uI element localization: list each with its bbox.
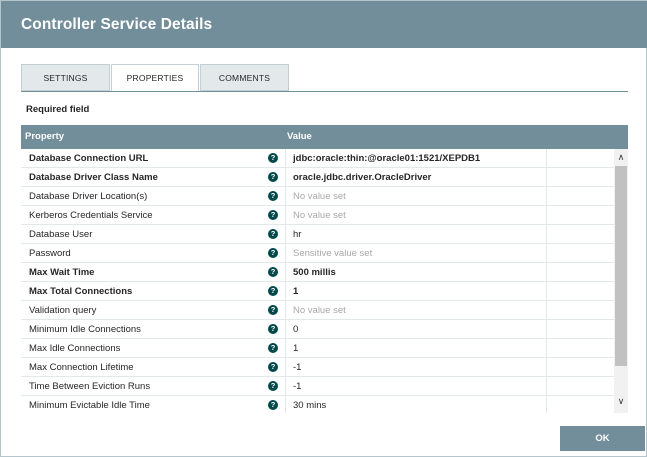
property-name: Validation query [29, 305, 97, 316]
help-icon[interactable]: ? [268, 191, 278, 201]
property-name: Max Total Connections [29, 286, 133, 297]
table-row[interactable]: Kerberos Credentials Service? No value se… [21, 206, 614, 225]
table-scrollbar[interactable]: ∧ ∨ [614, 149, 628, 413]
table-row[interactable]: Database Connection URL? jdbc:oracle:thin… [21, 149, 614, 168]
table-row[interactable]: Database Driver Class Name? oracle.jdbc.d… [21, 168, 614, 187]
property-value[interactable]: oracle.jdbc.driver.OracleDriver [285, 168, 547, 187]
property-value[interactable]: Sensitive value set [285, 244, 547, 263]
column-header-property[interactable]: Property [25, 131, 65, 142]
property-name: Database Driver Location(s) [29, 191, 148, 202]
table-row[interactable]: Max Connection Lifetime? -1 [21, 358, 614, 377]
help-icon[interactable]: ? [268, 381, 278, 391]
property-value[interactable]: 500 millis [285, 263, 547, 282]
table-row[interactable]: Database User? hr [21, 225, 614, 244]
table-row[interactable]: Password? Sensitive value set [21, 244, 614, 263]
dialog-titlebar: Controller Service Details [1, 1, 647, 48]
table-header: Property Value [21, 125, 628, 149]
property-name: Database Driver Class Name [29, 172, 158, 183]
help-icon[interactable]: ? [268, 267, 278, 277]
help-icon[interactable]: ? [268, 248, 278, 258]
property-name: Password [29, 248, 71, 259]
help-icon[interactable]: ? [268, 305, 278, 315]
property-name: Max Wait Time [29, 267, 95, 278]
tab-settings[interactable]: SETTINGS [21, 64, 110, 91]
table-row[interactable]: Database Driver Location(s)? No value set [21, 187, 614, 206]
property-value[interactable]: -1 [285, 358, 547, 377]
table-row[interactable]: Validation query? No value set [21, 301, 614, 320]
property-name: Database Connection URL [29, 153, 149, 164]
tab-properties[interactable]: PROPERTIES [111, 64, 199, 92]
column-header-value[interactable]: Value [287, 131, 312, 142]
help-icon[interactable]: ? [268, 153, 278, 163]
tab-comments[interactable]: COMMENTS [200, 64, 289, 91]
help-icon[interactable]: ? [268, 343, 278, 353]
help-icon[interactable]: ? [268, 324, 278, 334]
tab-underline [21, 91, 628, 92]
property-name: Max Idle Connections [29, 343, 121, 354]
property-name: Minimum Evictable Idle Time [29, 400, 150, 411]
property-value[interactable]: No value set [285, 187, 547, 206]
property-name: Max Connection Lifetime [29, 362, 134, 373]
table-row[interactable]: Minimum Evictable Idle Time? 30 mins [21, 396, 614, 413]
table-row[interactable]: Max Idle Connections? 1 [21, 339, 614, 358]
table-row[interactable]: Max Total Connections? 1 [21, 282, 614, 301]
required-field-label: Required field [26, 104, 90, 115]
property-value[interactable]: jdbc:oracle:thin:@oracle01:1521/XEPDB1 [285, 149, 547, 168]
table-row[interactable]: Time Between Eviction Runs? -1 [21, 377, 614, 396]
property-name: Database User [29, 229, 93, 240]
help-icon[interactable]: ? [268, 362, 278, 372]
table-row[interactable]: Minimum Idle Connections? 0 [21, 320, 614, 339]
help-icon[interactable]: ? [268, 229, 278, 239]
help-icon[interactable]: ? [268, 172, 278, 182]
property-value[interactable]: No value set [285, 301, 547, 320]
property-value[interactable]: hr [285, 225, 547, 244]
scrollbar-thumb[interactable] [615, 166, 627, 366]
table-row[interactable]: Max Wait Time? 500 millis [21, 263, 614, 282]
table-body: Minimum Evictable Idle Time? 30 mins Time … [21, 149, 628, 413]
property-value[interactable]: -1 [285, 377, 547, 396]
property-value[interactable]: 30 mins [285, 396, 547, 413]
property-value[interactable]: 0 [285, 320, 547, 339]
property-value[interactable]: 1 [285, 339, 547, 358]
help-icon[interactable]: ? [268, 210, 278, 220]
scroll-down-icon[interactable]: ∨ [617, 396, 625, 406]
property-name: Time Between Eviction Runs [29, 381, 151, 392]
scroll-up-icon[interactable]: ∧ [617, 152, 625, 162]
property-name: Kerberos Credentials Service [29, 210, 153, 221]
dialog-title: Controller Service Details [21, 16, 213, 33]
help-icon[interactable]: ? [268, 400, 278, 410]
property-value[interactable]: 1 [285, 282, 547, 301]
property-name: Minimum Idle Connections [29, 324, 141, 335]
property-value[interactable]: No value set [285, 206, 547, 225]
help-icon[interactable]: ? [268, 286, 278, 296]
ok-button[interactable]: OK [560, 426, 645, 451]
